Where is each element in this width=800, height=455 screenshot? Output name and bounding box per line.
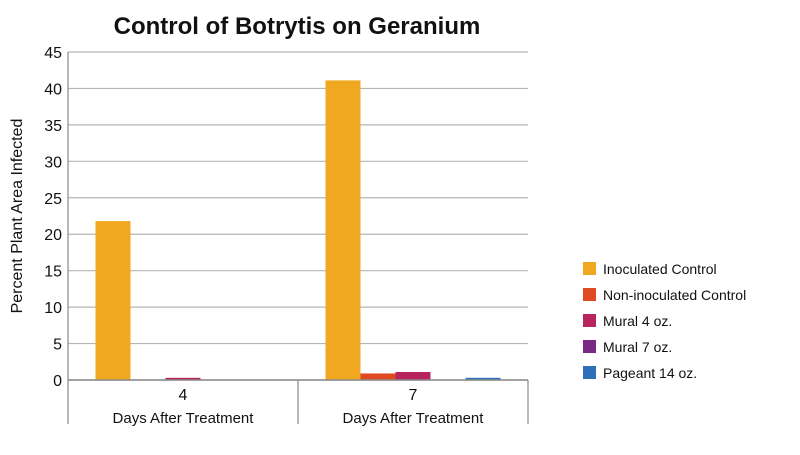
- x-tick-label: 4: [179, 387, 188, 404]
- gridlines: [68, 51, 528, 381]
- legend-label: Inoculated Control: [603, 261, 717, 277]
- legend-label: Pageant 14 oz.: [603, 365, 697, 381]
- axes: 0 5 10 15 20 25 30 35 40 45 4 Days After Treatment 7…: [44, 45, 529, 427]
- chart-title: Control of Botrytis on Geranium: [114, 13, 481, 40]
- y-tick-label: 40: [44, 81, 62, 98]
- bar-non-inoculated-control-7: [360, 373, 396, 380]
- legend-label: Mural 7 oz.: [603, 339, 672, 355]
- legend-swatch: [583, 262, 596, 275]
- y-tick-label: 35: [44, 118, 62, 135]
- x-tick-sublabel: Days After Treatment: [343, 410, 485, 427]
- legend-label: Non-inoculated Control: [603, 287, 746, 303]
- y-tick-label: 25: [44, 191, 62, 208]
- legend-swatch: [583, 314, 596, 327]
- y-axis-label: Percent Plant Area Infected: [9, 119, 26, 314]
- y-tick-label: 30: [44, 154, 62, 171]
- legend-swatch: [583, 366, 596, 379]
- legend-swatch: [583, 340, 596, 353]
- bar-mural-4-oz-7: [395, 371, 431, 380]
- bar-inoculated-control-7: [325, 80, 361, 380]
- y-tick-label: 10: [44, 300, 62, 317]
- legend-label: Mural 4 oz.: [603, 313, 672, 329]
- legend: Inoculated Control Non-inoculated Control…: [583, 261, 746, 381]
- bar-inoculated-control-4: [95, 221, 131, 380]
- bar-mural-4-oz-4: [165, 377, 201, 380]
- y-tick-label: 20: [44, 227, 62, 244]
- y-tick-label: 5: [53, 337, 62, 354]
- y-tick-label: 15: [44, 264, 62, 281]
- x-tick-sublabel: Days After Treatment: [113, 410, 255, 427]
- bar-pageant-14-oz-7: [465, 377, 501, 380]
- x-tick-label: 7: [409, 387, 418, 404]
- y-tick-label: 0: [53, 373, 62, 390]
- y-tick-label: 45: [44, 45, 62, 62]
- bars: [95, 80, 501, 380]
- legend-swatch: [583, 288, 596, 301]
